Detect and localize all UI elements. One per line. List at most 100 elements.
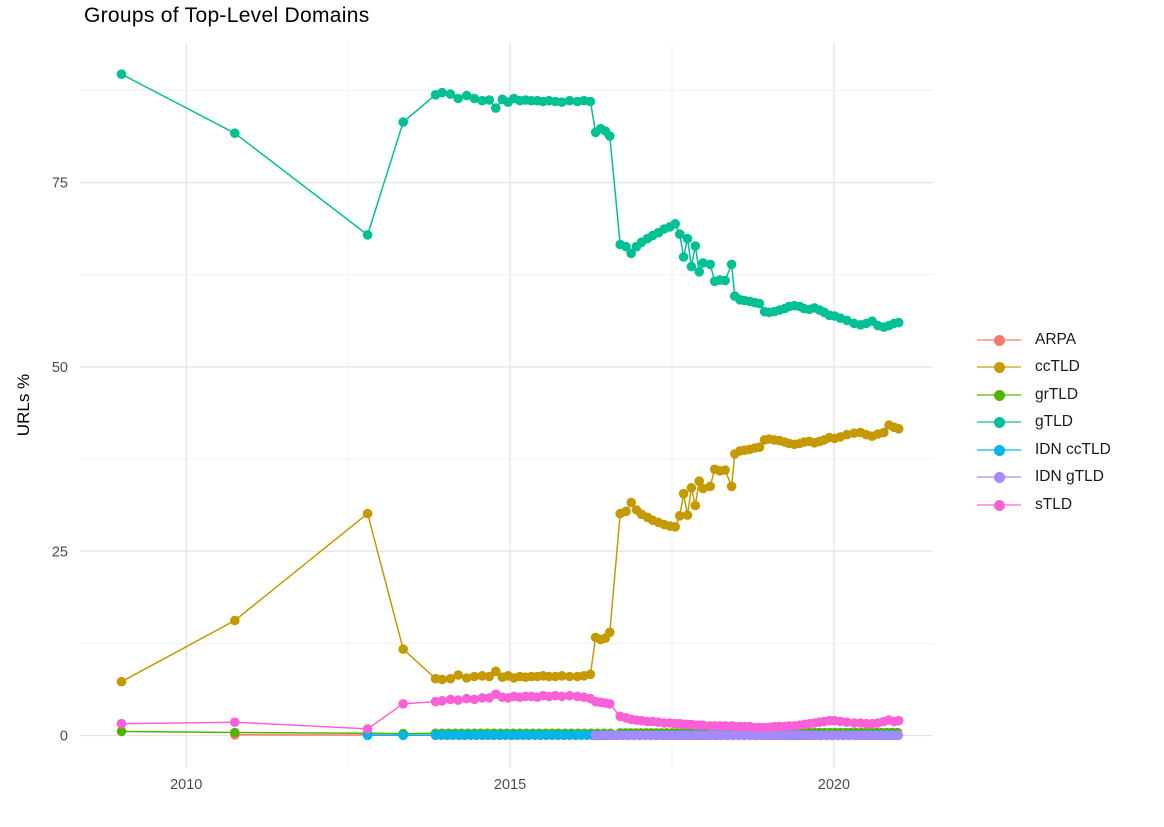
data-point — [557, 97, 567, 107]
data-point — [690, 241, 701, 251]
data-point — [678, 252, 689, 262]
data-point — [491, 103, 501, 113]
data-point — [230, 615, 240, 626]
data-point — [626, 248, 636, 259]
data-point — [564, 690, 575, 701]
data-point — [585, 669, 596, 680]
legend-key-icon — [977, 330, 1021, 350]
legend-label: IDN ccTLD — [1035, 440, 1111, 458]
data-point — [445, 694, 456, 705]
data-point — [398, 699, 409, 709]
data-point — [469, 93, 480, 104]
data-point — [398, 117, 409, 127]
legend-label: sTLD — [1035, 495, 1073, 513]
data-point — [557, 671, 567, 681]
legend-item-ccTLD: ccTLD — [977, 354, 1111, 382]
legend-label: IDN gTLD — [1035, 468, 1104, 486]
data-point — [893, 715, 904, 726]
data-point — [437, 87, 447, 98]
y-axis-title: URLs % — [14, 373, 33, 437]
data-point — [621, 241, 631, 252]
data-point — [453, 695, 464, 705]
series-points-sTLD — [116, 689, 904, 734]
y-tick-label: 0 — [60, 729, 68, 745]
legend-key-icon — [977, 440, 1021, 460]
data-point — [690, 500, 701, 511]
data-point — [362, 724, 373, 734]
data-point — [445, 673, 456, 684]
data-point — [879, 427, 889, 438]
data-point — [564, 95, 575, 106]
data-point — [585, 96, 596, 107]
legend-key-icon — [977, 467, 1021, 487]
data-point — [893, 424, 904, 434]
data-point — [437, 674, 447, 685]
legend-item-grTLD: grTLD — [977, 381, 1111, 409]
legend: ARPA ccTLD grTLD gTLD IDN ccTLD IDN gTLD sTLD — [977, 326, 1111, 519]
data-point — [754, 442, 765, 453]
data-point — [564, 671, 575, 682]
data-point — [605, 627, 615, 638]
data-point — [698, 720, 708, 730]
legend-label: gTLD — [1035, 413, 1073, 431]
y-tick-label: 25 — [52, 544, 68, 560]
data-point — [398, 644, 409, 654]
y-tick-label: 75 — [52, 176, 68, 192]
data-point — [675, 229, 685, 239]
data-point — [626, 497, 636, 508]
data-point — [116, 726, 127, 737]
data-point — [116, 718, 127, 729]
data-point — [754, 298, 765, 309]
data-point — [453, 670, 464, 680]
data-point — [477, 671, 488, 681]
legend-label: grTLD — [1035, 385, 1079, 403]
data-point — [469, 671, 480, 682]
data-point — [678, 488, 689, 499]
data-point — [726, 259, 737, 270]
data-point — [670, 522, 680, 532]
y-tick-label: 50 — [52, 360, 68, 376]
data-point — [686, 261, 697, 272]
data-point — [362, 508, 373, 519]
data-point — [726, 481, 737, 492]
legend-key-icon — [977, 495, 1021, 515]
legend-key-icon — [977, 357, 1021, 377]
data-point — [682, 510, 693, 520]
data-point — [437, 696, 447, 706]
data-point — [116, 676, 127, 687]
legend-item-sTLD: sTLD — [977, 491, 1111, 519]
x-tick-label: 2010 — [170, 777, 202, 793]
data-point — [694, 267, 704, 277]
data-point — [445, 89, 456, 99]
data-point — [682, 233, 693, 244]
legend-key-icon — [977, 385, 1021, 405]
data-point — [705, 481, 715, 492]
data-point — [720, 465, 730, 475]
data-point — [230, 128, 240, 138]
data-point — [461, 673, 472, 683]
data-point — [477, 693, 488, 703]
data-point — [670, 219, 680, 229]
legend-item-ARPA: ARPA — [977, 326, 1111, 354]
legend-item-IDN-ccTLD: IDN ccTLD — [977, 436, 1111, 464]
data-point — [675, 511, 685, 521]
data-point — [484, 95, 495, 105]
data-point — [557, 691, 567, 702]
legend-key-icon — [977, 412, 1021, 432]
data-point — [230, 727, 240, 738]
series-points-ccTLD — [116, 420, 904, 687]
x-tick-label: 2020 — [818, 777, 850, 793]
data-point — [621, 506, 631, 517]
data-point — [116, 69, 127, 79]
data-point — [491, 666, 501, 677]
data-point — [686, 483, 697, 493]
data-point — [893, 730, 904, 741]
legend-item-IDN-gTLD: IDN gTLD — [977, 464, 1111, 492]
data-point — [453, 93, 464, 104]
legend-label: ARPA — [1035, 330, 1077, 348]
series-points-IDN-gTLD — [590, 730, 904, 741]
data-point — [484, 671, 495, 682]
data-point — [605, 131, 615, 141]
